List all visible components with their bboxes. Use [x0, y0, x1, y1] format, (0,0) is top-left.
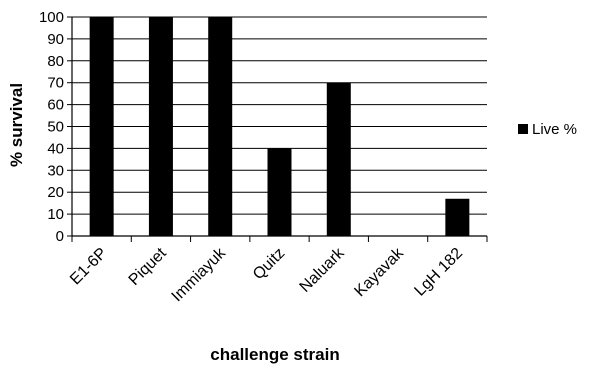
y-axis-title: % survival: [7, 83, 26, 167]
x-tick-label: LgH 182: [411, 245, 466, 300]
bar-e1-6p: [89, 17, 114, 236]
bars: [89, 17, 470, 236]
y-tick-label: 0: [56, 228, 64, 245]
y-tick-label: 100: [39, 9, 64, 26]
x-tick-label: Immiayuk: [169, 244, 230, 305]
bar-immiayuk: [208, 17, 233, 236]
x-axis-title: challenge strain: [210, 345, 339, 364]
legend: Live %: [518, 121, 577, 138]
x-tick-label: Kayavak: [351, 244, 407, 300]
y-tick-label: 30: [47, 162, 64, 179]
legend-swatch: [518, 124, 528, 134]
x-tick-label: Quitz: [250, 245, 288, 283]
bar-naluark: [326, 82, 351, 236]
y-tick-label: 60: [47, 97, 64, 114]
y-tick-labels: 0 10 20 30 40 50 60 70 80 90 100: [39, 9, 72, 245]
y-tick-label: 40: [47, 140, 64, 157]
bar-quitz: [267, 148, 292, 236]
y-tick-label: 50: [47, 119, 64, 136]
x-tick-label: Piquet: [126, 244, 170, 288]
bar-lgh-182: [445, 198, 470, 236]
y-tick-label: 80: [47, 53, 64, 70]
legend-label: Live %: [532, 121, 577, 138]
y-tick-label: 90: [47, 31, 64, 48]
y-tick-label: 20: [47, 184, 64, 201]
x-tick-label: Naluark: [297, 244, 349, 296]
x-tick-label: E1-6P: [67, 245, 110, 288]
bar-piquet: [148, 17, 173, 236]
gridlines: [72, 16, 487, 215]
y-tick-label: 10: [47, 206, 64, 223]
y-tick-label: 70: [47, 75, 64, 92]
